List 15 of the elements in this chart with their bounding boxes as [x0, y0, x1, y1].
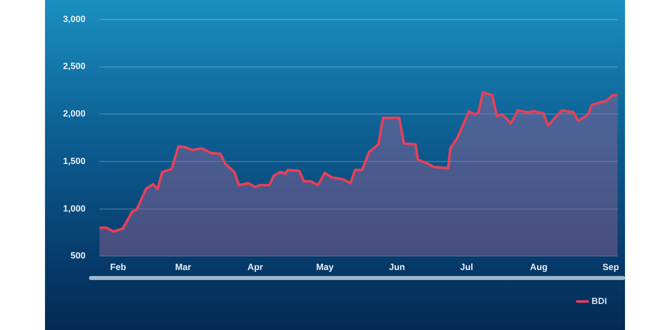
y-tick-label: 2,500 — [62, 61, 86, 72]
x-tick-label: Mar — [175, 262, 192, 272]
y-tick-label: 500 — [70, 250, 86, 261]
x-tick-label: Feb — [110, 262, 127, 272]
x-tick-label: Apr — [247, 262, 264, 272]
y-tick-label: 2,000 — [62, 108, 86, 119]
x-tick-label: Jun — [388, 262, 405, 272]
x-tick-label: Aug — [530, 262, 548, 272]
x-tick-label: Sep — [602, 262, 620, 272]
x-tick-label: Jul — [460, 262, 474, 272]
x-tick-label: May — [316, 262, 334, 272]
y-tick-label: 3,000 — [62, 14, 86, 24]
y-tick-label: 1,000 — [62, 203, 86, 214]
legend-label: BDI — [592, 296, 607, 306]
y-tick-label: 1,500 — [62, 156, 86, 166]
